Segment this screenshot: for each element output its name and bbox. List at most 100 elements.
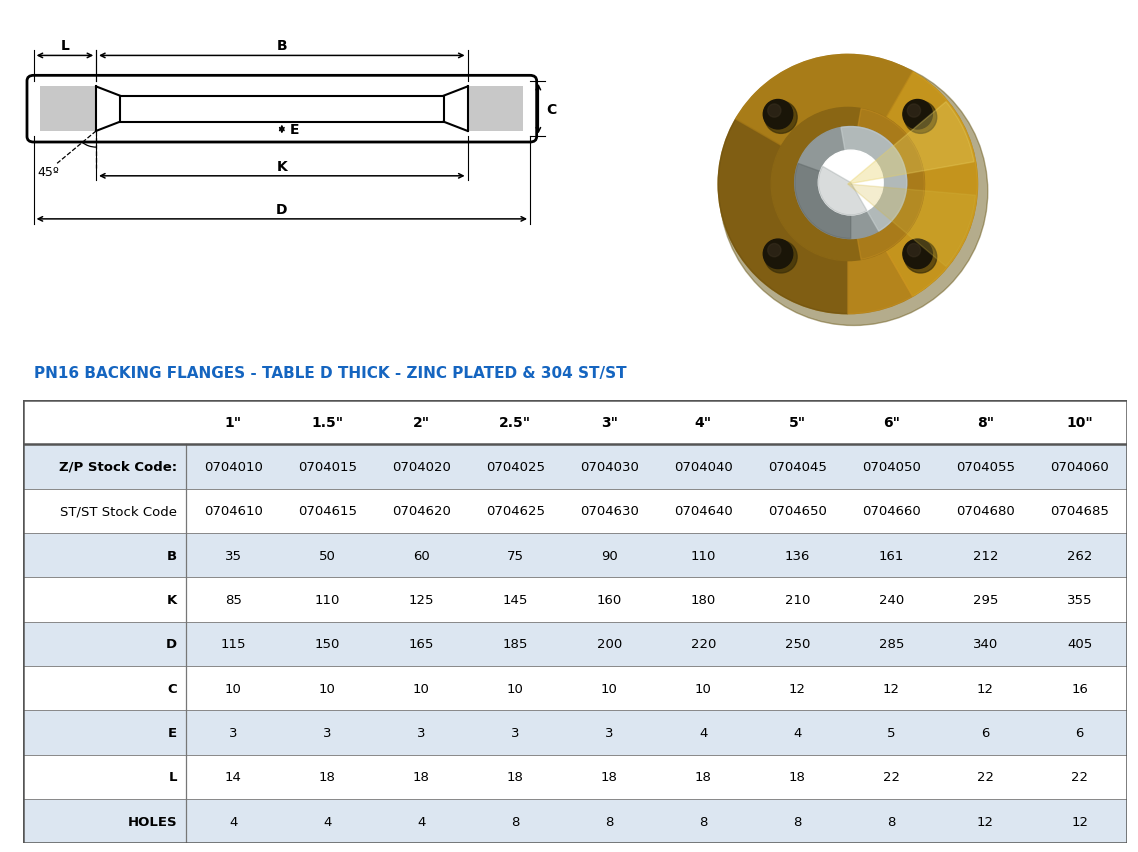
Wedge shape xyxy=(718,120,848,314)
Text: 3: 3 xyxy=(511,726,520,740)
Bar xyxy=(40,88,96,132)
Text: 50: 50 xyxy=(319,549,336,562)
Text: 8: 8 xyxy=(699,815,708,828)
Text: 35: 35 xyxy=(224,549,241,562)
Text: 0704050: 0704050 xyxy=(863,460,921,474)
Text: 12: 12 xyxy=(883,682,900,695)
Text: 3: 3 xyxy=(229,726,238,740)
Text: 295: 295 xyxy=(973,593,998,607)
Text: 4: 4 xyxy=(417,815,426,828)
Circle shape xyxy=(818,151,883,216)
Circle shape xyxy=(764,101,793,130)
Text: 0704045: 0704045 xyxy=(768,460,827,474)
Text: 0704640: 0704640 xyxy=(674,504,733,518)
Text: 115: 115 xyxy=(221,637,246,651)
Text: HOLES: HOLES xyxy=(127,815,178,828)
Text: 405: 405 xyxy=(1067,637,1092,651)
Text: 18: 18 xyxy=(413,770,430,784)
Text: 10": 10" xyxy=(1066,416,1092,429)
Bar xyxy=(23,711,1127,755)
Text: 18: 18 xyxy=(789,770,806,784)
Bar xyxy=(23,400,1127,445)
Text: E: E xyxy=(168,726,178,740)
Text: E: E xyxy=(290,123,299,137)
Circle shape xyxy=(902,101,932,130)
Wedge shape xyxy=(848,102,974,185)
Text: 85: 85 xyxy=(224,593,241,607)
Text: 0704040: 0704040 xyxy=(674,460,733,474)
Text: 22: 22 xyxy=(1071,770,1088,784)
Text: 0704615: 0704615 xyxy=(298,504,356,518)
Text: 0704020: 0704020 xyxy=(391,460,451,474)
Text: 10: 10 xyxy=(601,682,618,695)
Text: 0704030: 0704030 xyxy=(580,460,638,474)
Text: 0704650: 0704650 xyxy=(768,504,827,518)
Circle shape xyxy=(907,105,921,118)
Text: 22: 22 xyxy=(883,770,900,784)
Wedge shape xyxy=(848,72,978,297)
Text: D: D xyxy=(166,637,178,651)
Circle shape xyxy=(764,239,793,269)
Text: 355: 355 xyxy=(1066,593,1092,607)
Text: L: L xyxy=(168,770,178,784)
Wedge shape xyxy=(848,185,975,268)
Text: 0704025: 0704025 xyxy=(486,460,545,474)
Text: 0704055: 0704055 xyxy=(956,460,1015,474)
Text: 6": 6" xyxy=(883,416,900,429)
Wedge shape xyxy=(735,55,913,185)
Text: 5": 5" xyxy=(789,416,806,429)
Text: L: L xyxy=(60,38,69,53)
Text: 160: 160 xyxy=(596,593,622,607)
Bar xyxy=(23,489,1127,533)
Text: 8: 8 xyxy=(793,815,801,828)
Bar xyxy=(23,533,1127,578)
Text: 4": 4" xyxy=(695,416,712,429)
Text: 0704620: 0704620 xyxy=(391,504,451,518)
Text: 4: 4 xyxy=(793,726,801,740)
Wedge shape xyxy=(841,128,907,232)
Text: 0704660: 0704660 xyxy=(863,504,921,518)
Circle shape xyxy=(768,105,781,118)
Text: K: K xyxy=(167,593,178,607)
Text: B: B xyxy=(277,38,287,53)
Text: 220: 220 xyxy=(691,637,716,651)
Text: 6: 6 xyxy=(1075,726,1083,740)
Text: 262: 262 xyxy=(1067,549,1092,562)
Text: 110: 110 xyxy=(691,549,716,562)
Text: 4: 4 xyxy=(229,815,238,828)
Circle shape xyxy=(765,241,797,273)
Text: 12: 12 xyxy=(789,682,806,695)
Text: ST/ST Stock Code: ST/ST Stock Code xyxy=(60,504,178,518)
Bar xyxy=(121,96,444,123)
Circle shape xyxy=(902,239,932,269)
Wedge shape xyxy=(848,109,924,260)
Text: 6: 6 xyxy=(981,726,990,740)
Text: 136: 136 xyxy=(785,549,810,562)
Text: 18: 18 xyxy=(319,770,336,784)
Text: 12: 12 xyxy=(978,682,995,695)
Text: 16: 16 xyxy=(1071,682,1088,695)
Text: 12: 12 xyxy=(978,815,995,828)
Text: K: K xyxy=(277,159,287,173)
Text: 240: 240 xyxy=(879,593,904,607)
Text: 340: 340 xyxy=(973,637,998,651)
Text: 0704010: 0704010 xyxy=(204,460,263,474)
Circle shape xyxy=(905,102,937,135)
Circle shape xyxy=(768,245,781,257)
Text: 1.5": 1.5" xyxy=(311,416,344,429)
Text: PN16 BACKING FLANGES - TABLE D THICK - ZINC PLATED & 304 ST/ST: PN16 BACKING FLANGES - TABLE D THICK - Z… xyxy=(34,366,626,380)
Circle shape xyxy=(794,128,907,239)
FancyBboxPatch shape xyxy=(27,76,537,143)
Text: 75: 75 xyxy=(506,549,523,562)
Text: 0704680: 0704680 xyxy=(956,504,1015,518)
Text: 3: 3 xyxy=(417,726,426,740)
Wedge shape xyxy=(794,164,851,239)
Text: 60: 60 xyxy=(413,549,430,562)
Text: 12: 12 xyxy=(1071,815,1088,828)
Text: 4: 4 xyxy=(699,726,708,740)
Text: 125: 125 xyxy=(409,593,434,607)
Text: 3": 3" xyxy=(601,416,618,429)
Text: 0704015: 0704015 xyxy=(298,460,356,474)
Bar xyxy=(23,755,1127,799)
Text: 5: 5 xyxy=(888,726,896,740)
